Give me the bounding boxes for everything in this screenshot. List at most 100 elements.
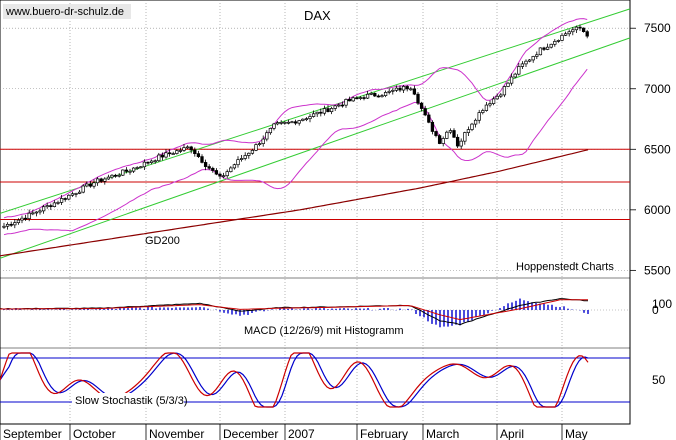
candle-body	[286, 121, 291, 124]
candle-body	[517, 66, 521, 75]
candle-body	[459, 140, 463, 147]
candle-body	[189, 146, 193, 151]
price-tick-label: 7500	[644, 21, 671, 35]
candle-body	[16, 219, 21, 224]
candle-body	[383, 92, 388, 96]
candle-body	[369, 92, 373, 95]
candle-body	[427, 114, 431, 123]
candle-body	[477, 112, 481, 121]
candle-body	[337, 104, 341, 107]
candle-body	[20, 217, 24, 221]
macd-tick-label: 100	[652, 297, 672, 311]
candle-body	[92, 182, 96, 187]
candle-body	[506, 82, 510, 87]
candle-body	[99, 178, 103, 182]
candle-body	[261, 138, 265, 144]
candle-body	[70, 193, 75, 196]
candle-body	[308, 116, 312, 120]
candle-body	[117, 174, 121, 177]
candle-body	[398, 87, 402, 91]
candle-body	[542, 47, 546, 50]
candle-body	[452, 130, 456, 138]
candle-body	[376, 95, 381, 98]
candle-body	[445, 131, 449, 139]
stoch-tick-label: 50	[652, 373, 666, 387]
candle-body	[85, 183, 89, 187]
candle-body	[563, 33, 568, 36]
candle-body	[574, 26, 579, 31]
candle-body	[13, 222, 17, 226]
candle-body	[524, 60, 528, 65]
candle-body	[110, 174, 114, 178]
candle-body	[531, 56, 535, 61]
month-label: February	[360, 427, 408, 440]
candle-body	[351, 97, 355, 102]
candle-body	[77, 191, 82, 194]
bollinger-upper	[3, 18, 588, 219]
candle-body	[297, 120, 301, 124]
candle-body	[437, 135, 442, 144]
candle-body	[121, 169, 125, 176]
price-panel	[0, 8, 631, 259]
candle-body	[311, 113, 316, 117]
candle-body	[221, 175, 226, 178]
candle-body	[556, 40, 561, 42]
price-tick-label: 7000	[644, 82, 671, 96]
month-label: March	[426, 427, 459, 440]
candle-body	[243, 155, 247, 159]
candle-body	[362, 97, 366, 99]
ma200-line	[0, 149, 589, 257]
price-tick-label: 6500	[644, 142, 671, 156]
candle-body	[401, 86, 406, 91]
candle-body	[481, 110, 485, 113]
candle-body	[214, 170, 219, 175]
candle-body	[333, 105, 337, 109]
candle-body	[160, 154, 165, 158]
candle-body	[88, 183, 93, 187]
candle-body	[218, 173, 222, 177]
candle-body	[578, 26, 582, 29]
candle-body	[423, 108, 427, 116]
macd-signal-line	[0, 299, 588, 321]
candle-body	[247, 152, 251, 156]
candle-body	[200, 156, 204, 163]
candle-body	[167, 152, 172, 155]
candle-body	[146, 161, 150, 164]
chart-title: DAX	[304, 8, 331, 23]
candle-body	[272, 123, 276, 129]
candle-body	[153, 160, 157, 163]
macd-line	[0, 298, 589, 326]
candle-body	[9, 223, 13, 226]
candle-body	[553, 41, 557, 45]
candle-body	[95, 178, 100, 184]
candle-body	[509, 76, 514, 84]
candle-body	[560, 34, 564, 41]
candle-body	[193, 149, 197, 154]
candle-body	[549, 43, 553, 48]
candle-body	[38, 210, 42, 213]
candle-body	[45, 205, 49, 208]
candle-body	[473, 119, 478, 125]
candle-body	[185, 146, 190, 149]
candle-body	[164, 152, 168, 158]
axes-layer: September October November December 2007 Febr…	[0, 21, 672, 440]
candle-body	[315, 111, 319, 115]
candle-body	[448, 130, 453, 133]
candle-body	[106, 176, 111, 180]
candle-body	[567, 31, 571, 35]
price-tick-label: 5500	[644, 263, 671, 277]
candle-body	[430, 121, 435, 132]
price-tick-label: 6000	[644, 203, 671, 217]
candle-body	[416, 93, 420, 104]
candle-body	[52, 202, 57, 207]
candle-body	[484, 104, 489, 111]
candle-body	[585, 31, 589, 37]
candle-body	[239, 158, 244, 160]
candle-body	[491, 98, 496, 104]
candle-body	[455, 136, 460, 147]
candle-body	[513, 73, 517, 78]
chart-frame	[0, 0, 631, 425]
candle-body	[441, 138, 445, 144]
candle-body	[329, 108, 334, 113]
